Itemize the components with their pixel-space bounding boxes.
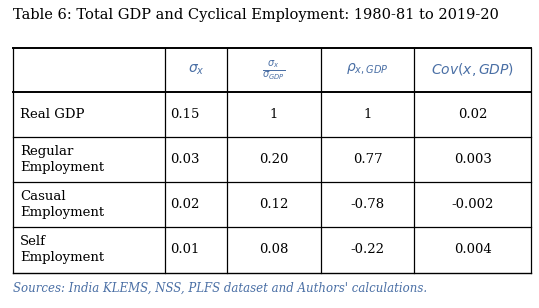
Text: 0.03: 0.03 — [170, 153, 199, 166]
Text: -0.22: -0.22 — [350, 243, 385, 257]
Text: 0.77: 0.77 — [353, 153, 382, 166]
Text: Real GDP: Real GDP — [20, 108, 85, 121]
Text: 0.02: 0.02 — [458, 108, 487, 121]
Text: 0.20: 0.20 — [259, 153, 288, 166]
Text: 0.08: 0.08 — [259, 243, 288, 257]
Text: Casual
Employment: Casual Employment — [20, 190, 104, 219]
Text: -0.002: -0.002 — [452, 198, 494, 211]
Text: 1: 1 — [363, 108, 372, 121]
Text: Sources: India KLEMS, NSS, PLFS dataset and Authors' calculations.: Sources: India KLEMS, NSS, PLFS dataset … — [13, 282, 427, 295]
Text: 0.004: 0.004 — [454, 243, 492, 257]
Text: 0.12: 0.12 — [259, 198, 288, 211]
Text: $\sigma_x$: $\sigma_x$ — [188, 63, 204, 77]
Text: $\frac{\sigma_x}{\sigma_{GDP}}$: $\frac{\sigma_x}{\sigma_{GDP}}$ — [262, 58, 285, 82]
Text: $\rho_{x,GDP}$: $\rho_{x,GDP}$ — [347, 62, 389, 77]
Text: 0.02: 0.02 — [170, 198, 199, 211]
Text: 0.003: 0.003 — [454, 153, 492, 166]
Text: 0.01: 0.01 — [170, 243, 199, 257]
Text: 0.15: 0.15 — [170, 108, 199, 121]
Text: 1: 1 — [270, 108, 278, 121]
Text: Self
Employment: Self Employment — [20, 235, 104, 265]
Text: $Cov(x,GDP)$: $Cov(x,GDP)$ — [431, 61, 514, 78]
Text: -0.78: -0.78 — [350, 198, 385, 211]
Text: Table 6: Total GDP and Cyclical Employment: 1980-81 to 2019-20: Table 6: Total GDP and Cyclical Employme… — [13, 8, 499, 22]
Text: Regular
Employment: Regular Employment — [20, 145, 104, 174]
